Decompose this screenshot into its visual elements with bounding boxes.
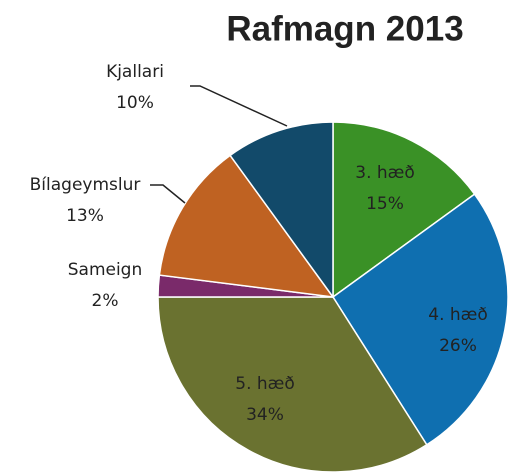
slice-label: 3. hæð: [355, 163, 415, 183]
pie-slice: [158, 154, 335, 298]
slice-value-label: 2%: [92, 291, 119, 311]
slice-label: Kjallari: [106, 62, 164, 82]
chart-title: Rafmagn 2013: [226, 9, 463, 48]
slice-label: Bílageymslur: [30, 175, 141, 195]
slice-value-label: 15%: [366, 194, 404, 214]
slice-label: 4. hæð: [428, 305, 488, 325]
pie-slice: [331, 193, 509, 446]
pie-slice: [229, 121, 334, 300]
slice-value-label: 10%: [116, 93, 154, 113]
pie-slice: [332, 121, 476, 299]
leader-line: [150, 184, 186, 204]
pie-slice: [157, 296, 428, 473]
slice-label: Sameign: [68, 260, 143, 280]
slice-value-label: 34%: [246, 405, 284, 425]
slice-label: 5. hæð: [235, 374, 295, 394]
slice-value-label: 13%: [66, 206, 104, 226]
leader-line: [190, 85, 288, 127]
slice-value-label: 26%: [439, 336, 477, 356]
